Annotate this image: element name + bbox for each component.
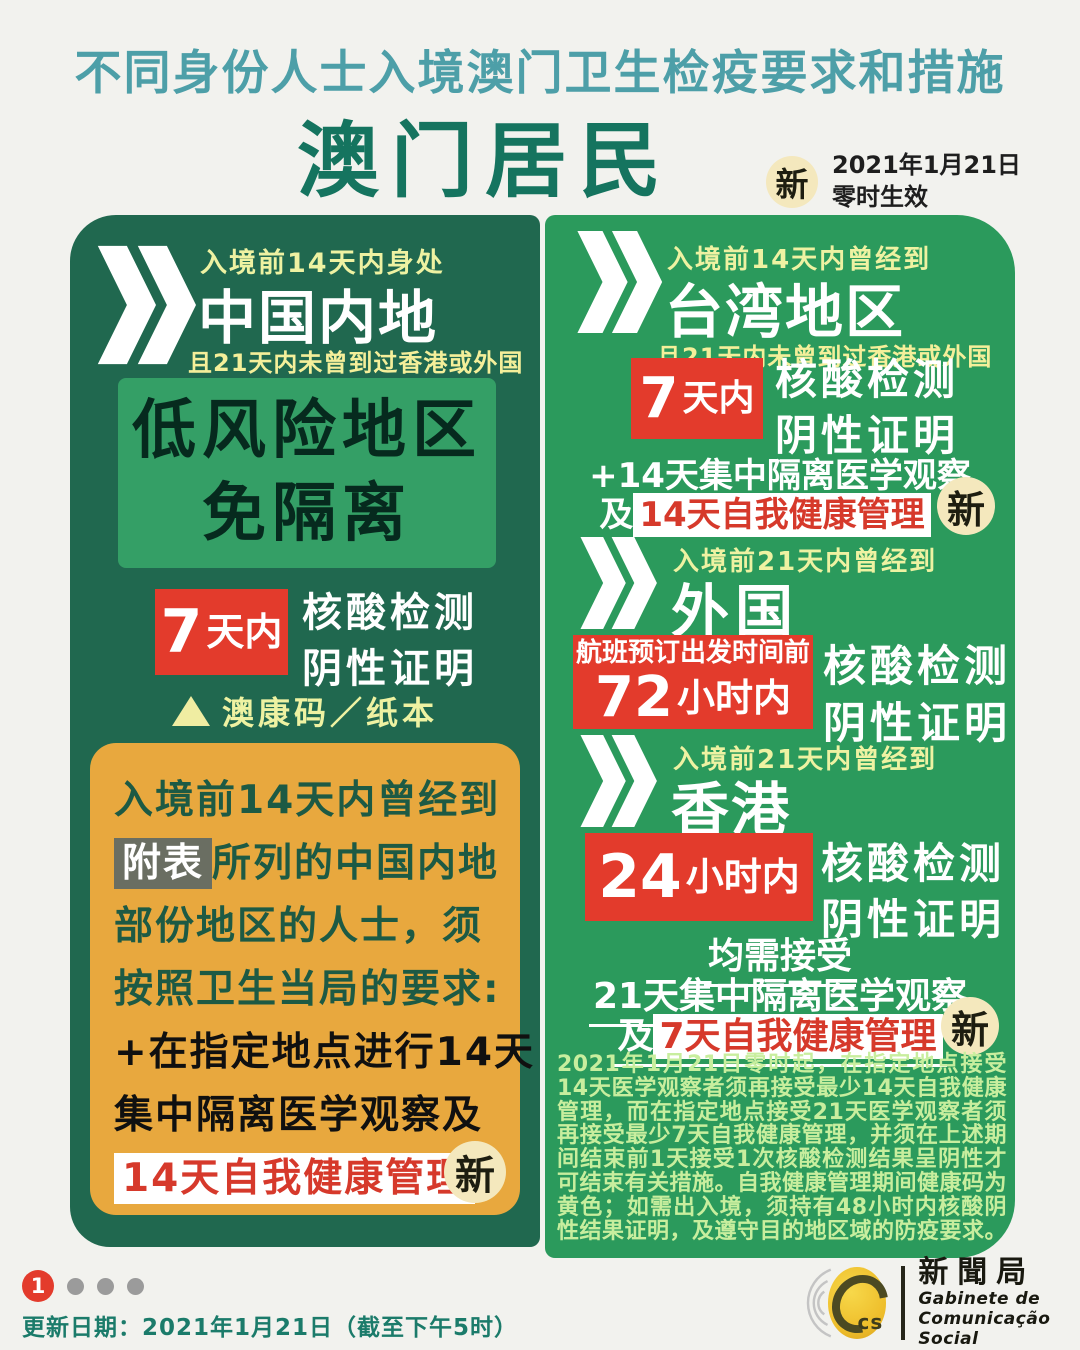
chevrons-icon [580,735,657,827]
foreign-test-requirement: 核酸检测 阴性证明 [823,639,1011,753]
test-window-unit: 小时内 [685,855,800,899]
effective-date-line1: 2021年1月21日 [832,151,1021,179]
taiwan-quarantine-line: +14天集中隔离医学观察 [589,456,971,496]
page-subtitle: 澳门居民 [296,114,673,209]
policy-note: 2021年1月21日零时起，在指定地点接受14天医学观察者须再接受最少14天自我… [557,1052,1008,1244]
risk-line1: 低风险地区 [132,393,482,468]
mainland-pre-label: 入境前14天内身处 [200,248,445,279]
mainland-test-requirement: 核酸检测 阴性证明 [302,585,478,697]
pagination-dot [97,1277,114,1295]
chevrons-icon [97,245,196,365]
chevrons-icon [577,231,663,333]
notice-line1: 入境前14天内曾经到 [114,778,501,823]
taiwan-pre-label: 入境前14天内曾经到 [667,245,932,275]
notice-line5: +在指定地点进行14天 [114,1030,535,1075]
self-management-highlight: 14天自我健康管理 [114,1153,476,1204]
mainland-region: 中国内地 [198,284,439,352]
logo-name-portuguese-1: Gabinete de [918,1289,1041,1309]
test-line1: 核酸检测 [775,355,960,404]
test-line1: 核酸检测 [823,642,1011,692]
test-window-number: 72 [595,664,673,730]
mainland-test-window-badge: 7 天内 [155,589,288,675]
taiwan-test-window-badge: 7 天内 [631,358,763,439]
new-badge: 新 [941,997,999,1055]
notice-line3: 部份地区的人士，须 [114,904,484,949]
panel-mainland: 入境前14天内身处 中国内地 且21天内未曾到过香港或外国 低风险地区 免隔离 … [70,215,540,1247]
test-line2: 阴性证明 [302,646,478,692]
triangle-icon [171,696,210,726]
new-badge: 新 [444,1141,506,1203]
test-line2: 阴性证明 [823,699,1011,749]
test-line1: 核酸检测 [821,839,1006,888]
gcs-letters: cs [857,1309,884,1334]
foreign-test-window-badge: 航班预订出发时间前 72 小时内 [573,635,813,729]
test-window-unit: 小时内 [676,675,791,720]
taiwan-test-requirement: 核酸检测 阴性证明 [775,352,959,464]
hongkong-pre-label: 入境前21天内曾经到 [673,745,938,775]
effective-date-line2: 零时生效 [832,182,928,211]
test-line2: 阴性证明 [775,411,960,460]
chevrons-icon [580,537,657,629]
health-code-row: 澳康码／纸本 [70,688,540,734]
gcs-logo: cs 新聞局 Gabinete de Comunicação Social [795,1256,1080,1349]
pagination-dot [67,1277,84,1295]
logo-divider [901,1265,906,1340]
taiwan-region: 台湾地区 [665,278,906,346]
foreign-region: 外国 [671,578,800,646]
test-window-unit: 天内 [682,377,755,419]
page-title: 不同身份人士入境澳门卫生检疫要求和措施 [74,46,1006,101]
risk-line2: 免隔离 [202,477,412,551]
notice-line2: 附表 所列的中国内地 [114,832,520,895]
self-management-highlight: 14天自我健康管理 [633,493,931,537]
notice-line6: 集中隔离医学观察及 [114,1093,484,1138]
test-window-unit: 天内 [206,610,283,654]
mainland-condition: 且21天内未曾到过香港或外国 [188,349,524,377]
foreign-pre-label: 入境前21天内曾经到 [673,547,938,577]
health-code-text: 澳康码／纸本 [221,694,438,732]
self-management-highlight: 7天自我健康管理 [653,1014,943,1059]
flight-departure-label: 航班预订出发时间前 [575,638,810,669]
gcs-emblem-icon: cs [820,1263,899,1344]
common-req-line1: 均需接受 [545,927,1015,987]
test-window-number: 7 [160,597,203,667]
new-badge: 新 [766,155,818,208]
logo-name-chinese: 新聞局 [918,1255,1036,1290]
effective-date-group: 新 2021年1月21日 零时生效 [766,150,1021,213]
taiwan-self-management-line: 及 14天自我健康管理 [545,487,985,537]
sound-waves-icon [806,1268,832,1338]
test-line2: 阴性证明 [821,895,1006,944]
notice-line4: 按照卫生当局的要求: [114,967,501,1012]
hongkong-region: 香港 [671,776,792,844]
page-indicator: 1 [22,1270,144,1302]
notice-line2-rest: 所列的中国内地 [212,841,500,886]
effective-date: 2021年1月21日 零时生效 [832,150,1021,213]
panel-other-regions: 入境前14天内曾经到 台湾地区 且21天内未曾到过香港或外国 7 天内 核酸检测… [545,215,1015,1258]
test-line1: 核酸检测 [302,590,478,636]
low-risk-box: 低风险地区 免隔离 [118,378,496,568]
appendix-tag: 附表 [114,838,213,889]
current-page-dot: 1 [22,1270,54,1302]
update-date: 更新日期：2021年1月21日（截至下午5时） [22,1315,519,1341]
test-window-number: 24 [598,842,682,912]
hongkong-test-requirement: 核酸检测 阴性证明 [821,836,1005,948]
common-req-line3: 及 7天自我健康管理 [545,1007,1015,1067]
hongkong-test-window-badge: 24 小时内 [585,833,813,921]
taiwan-extra2-prefix: 及 [599,495,634,535]
new-badge: 新 [937,477,995,535]
logo-text: 新聞局 Gabinete de Comunicação Social [918,1256,1080,1349]
logo-name-portuguese-2: Comunicação Social [918,1309,1051,1350]
pagination-dot [127,1277,144,1295]
special-zones-notice: 入境前14天内曾经到 附表 所列的中国内地 部份地区的人士，须 按照卫生当局的要求… [90,743,535,1215]
test-window-number: 7 [639,365,679,431]
common-req-prefix: 及 [617,1016,654,1057]
